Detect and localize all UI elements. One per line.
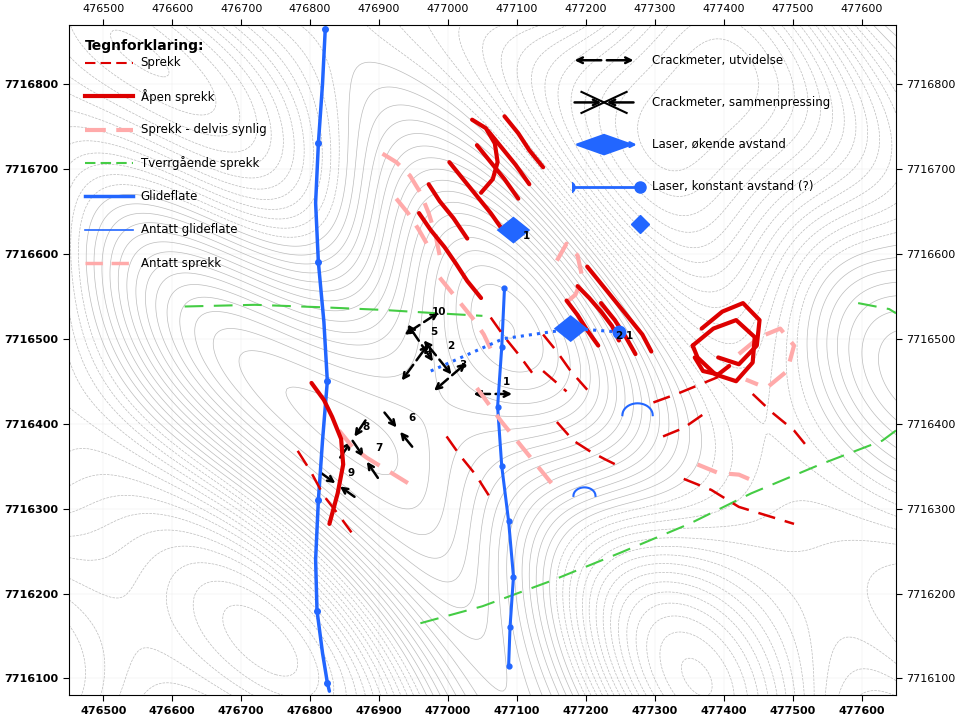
- Polygon shape: [498, 218, 529, 242]
- Text: 1: 1: [626, 330, 633, 341]
- Text: 2: 2: [614, 330, 622, 341]
- Polygon shape: [556, 316, 586, 341]
- Text: 7: 7: [375, 443, 382, 453]
- Text: 9: 9: [348, 468, 354, 478]
- Text: 10: 10: [431, 307, 446, 317]
- Text: 3: 3: [460, 361, 467, 371]
- Text: 8: 8: [363, 423, 370, 433]
- Text: 4: 4: [424, 346, 432, 356]
- Text: 1: 1: [502, 377, 510, 387]
- Text: 2: 2: [447, 341, 454, 351]
- Text: 1: 1: [522, 230, 530, 240]
- Text: 6: 6: [408, 413, 416, 423]
- Text: 5: 5: [430, 327, 438, 336]
